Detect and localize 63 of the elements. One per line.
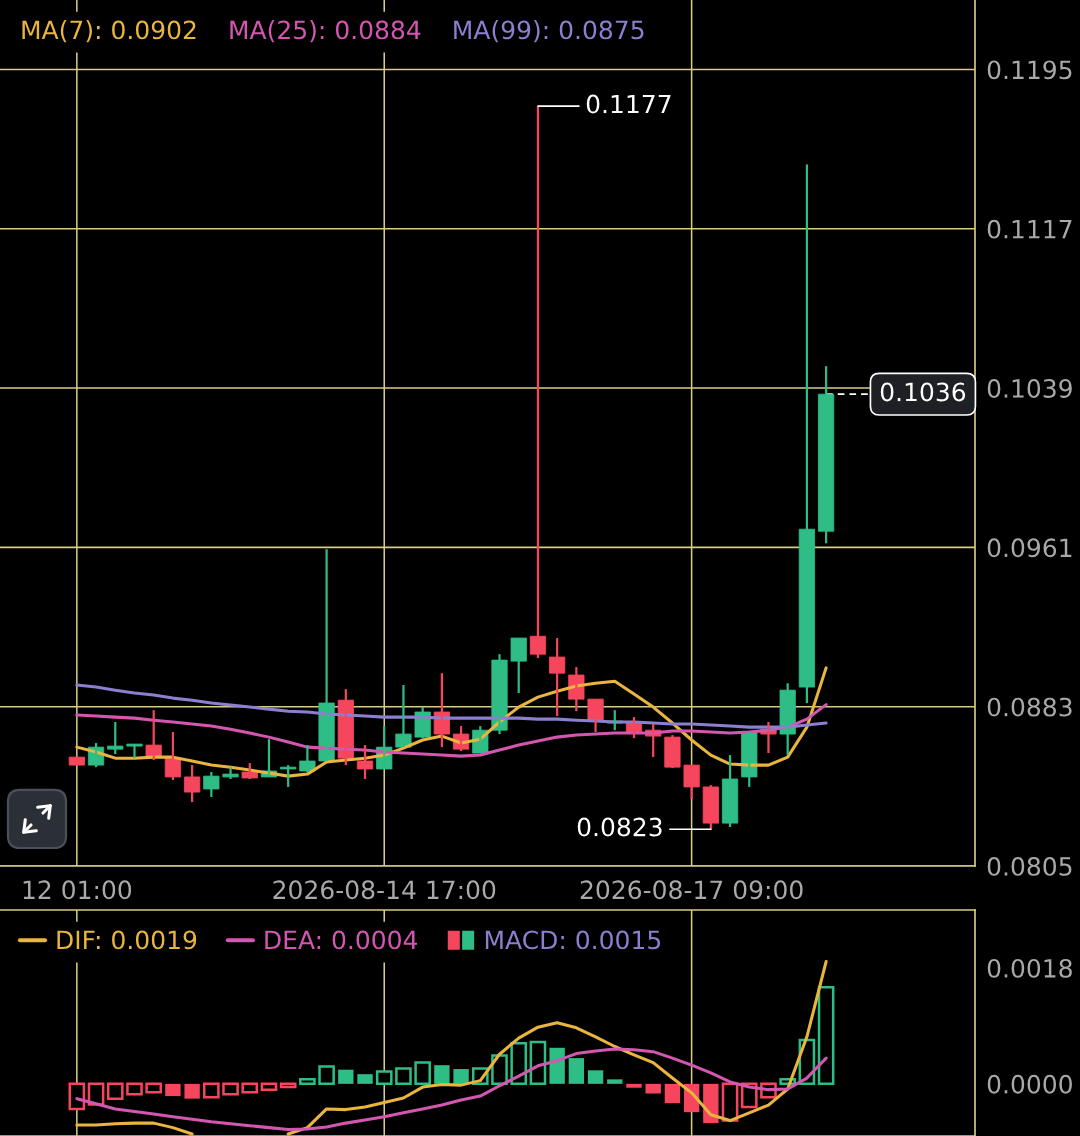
bar bbox=[299, 1078, 316, 1086]
candlestick bbox=[356, 743, 374, 781]
bar bbox=[645, 1083, 661, 1094]
bar bbox=[203, 1082, 220, 1099]
bar bbox=[260, 1082, 278, 1091]
ref-line-label: 0.1036 bbox=[880, 382, 966, 402]
bar bbox=[279, 1082, 297, 1089]
bar bbox=[434, 1065, 450, 1084]
candlestick bbox=[222, 766, 239, 781]
bar bbox=[703, 1083, 719, 1124]
legend-label: DIF: 0.0019 bbox=[57, 930, 197, 950]
bar bbox=[145, 1082, 163, 1094]
bar bbox=[106, 1082, 124, 1100]
candlestick bbox=[184, 763, 201, 804]
text: MA(7): 0.0902 bbox=[22, 20, 196, 43]
bar bbox=[549, 1047, 565, 1084]
line-series bbox=[75, 1047, 828, 1132]
y-tick-label: 0.0018 bbox=[987, 958, 1072, 978]
y-tick-label: 0.1039 bbox=[987, 379, 1072, 398]
bar bbox=[222, 1082, 239, 1096]
y-tick-label: 0.0883 bbox=[987, 697, 1072, 717]
bar bbox=[375, 1070, 393, 1086]
bar bbox=[817, 986, 835, 1086]
line-series bbox=[75, 666, 828, 778]
bar bbox=[184, 1083, 200, 1099]
legend-label: DEA: 0.0004 bbox=[265, 930, 418, 950]
bar bbox=[395, 1067, 412, 1086]
bar bbox=[510, 1042, 528, 1086]
y-tick-label: 0.0000 bbox=[987, 1074, 1072, 1094]
y-tick-label: 0.1195 bbox=[987, 60, 1072, 80]
annotation: 0.0823 bbox=[577, 817, 662, 837]
candlestick bbox=[203, 770, 220, 799]
text: MA(25): 0.0884 bbox=[230, 20, 421, 43]
bar bbox=[126, 1082, 143, 1096]
bar bbox=[338, 1069, 354, 1084]
x-tick-label: 12 01:00 bbox=[23, 880, 132, 900]
bar bbox=[357, 1074, 373, 1084]
candlestick bbox=[510, 636, 527, 695]
bar bbox=[626, 1083, 642, 1088]
candlestick bbox=[664, 733, 681, 770]
candlestick bbox=[280, 763, 297, 789]
candlestick bbox=[549, 636, 566, 718]
text: MA(99): 0.0875 bbox=[454, 20, 644, 43]
candlestick bbox=[241, 761, 258, 781]
bar bbox=[241, 1082, 259, 1094]
candlestick bbox=[126, 742, 143, 760]
annotation: 0.1177 bbox=[586, 94, 671, 114]
x-tick-label: 2026-08-14 17:00 bbox=[273, 880, 496, 900]
bar bbox=[664, 1083, 681, 1104]
bar bbox=[587, 1070, 604, 1084]
candlestick bbox=[107, 720, 124, 756]
legend-label: MACD: 0.0015 bbox=[485, 930, 661, 950]
bar bbox=[414, 1061, 431, 1086]
candlestick bbox=[683, 763, 700, 801]
y-tick-label: 0.0961 bbox=[987, 538, 1072, 558]
y-tick-label: 0.0805 bbox=[987, 856, 1072, 876]
bar bbox=[607, 1079, 623, 1084]
bar bbox=[165, 1083, 181, 1097]
y-tick-label: 0.1117 bbox=[987, 219, 1072, 239]
bar bbox=[318, 1065, 335, 1086]
bar bbox=[453, 1069, 469, 1084]
bar bbox=[568, 1058, 585, 1084]
x-tick-label: 2026-08-17 09:00 bbox=[580, 880, 803, 900]
